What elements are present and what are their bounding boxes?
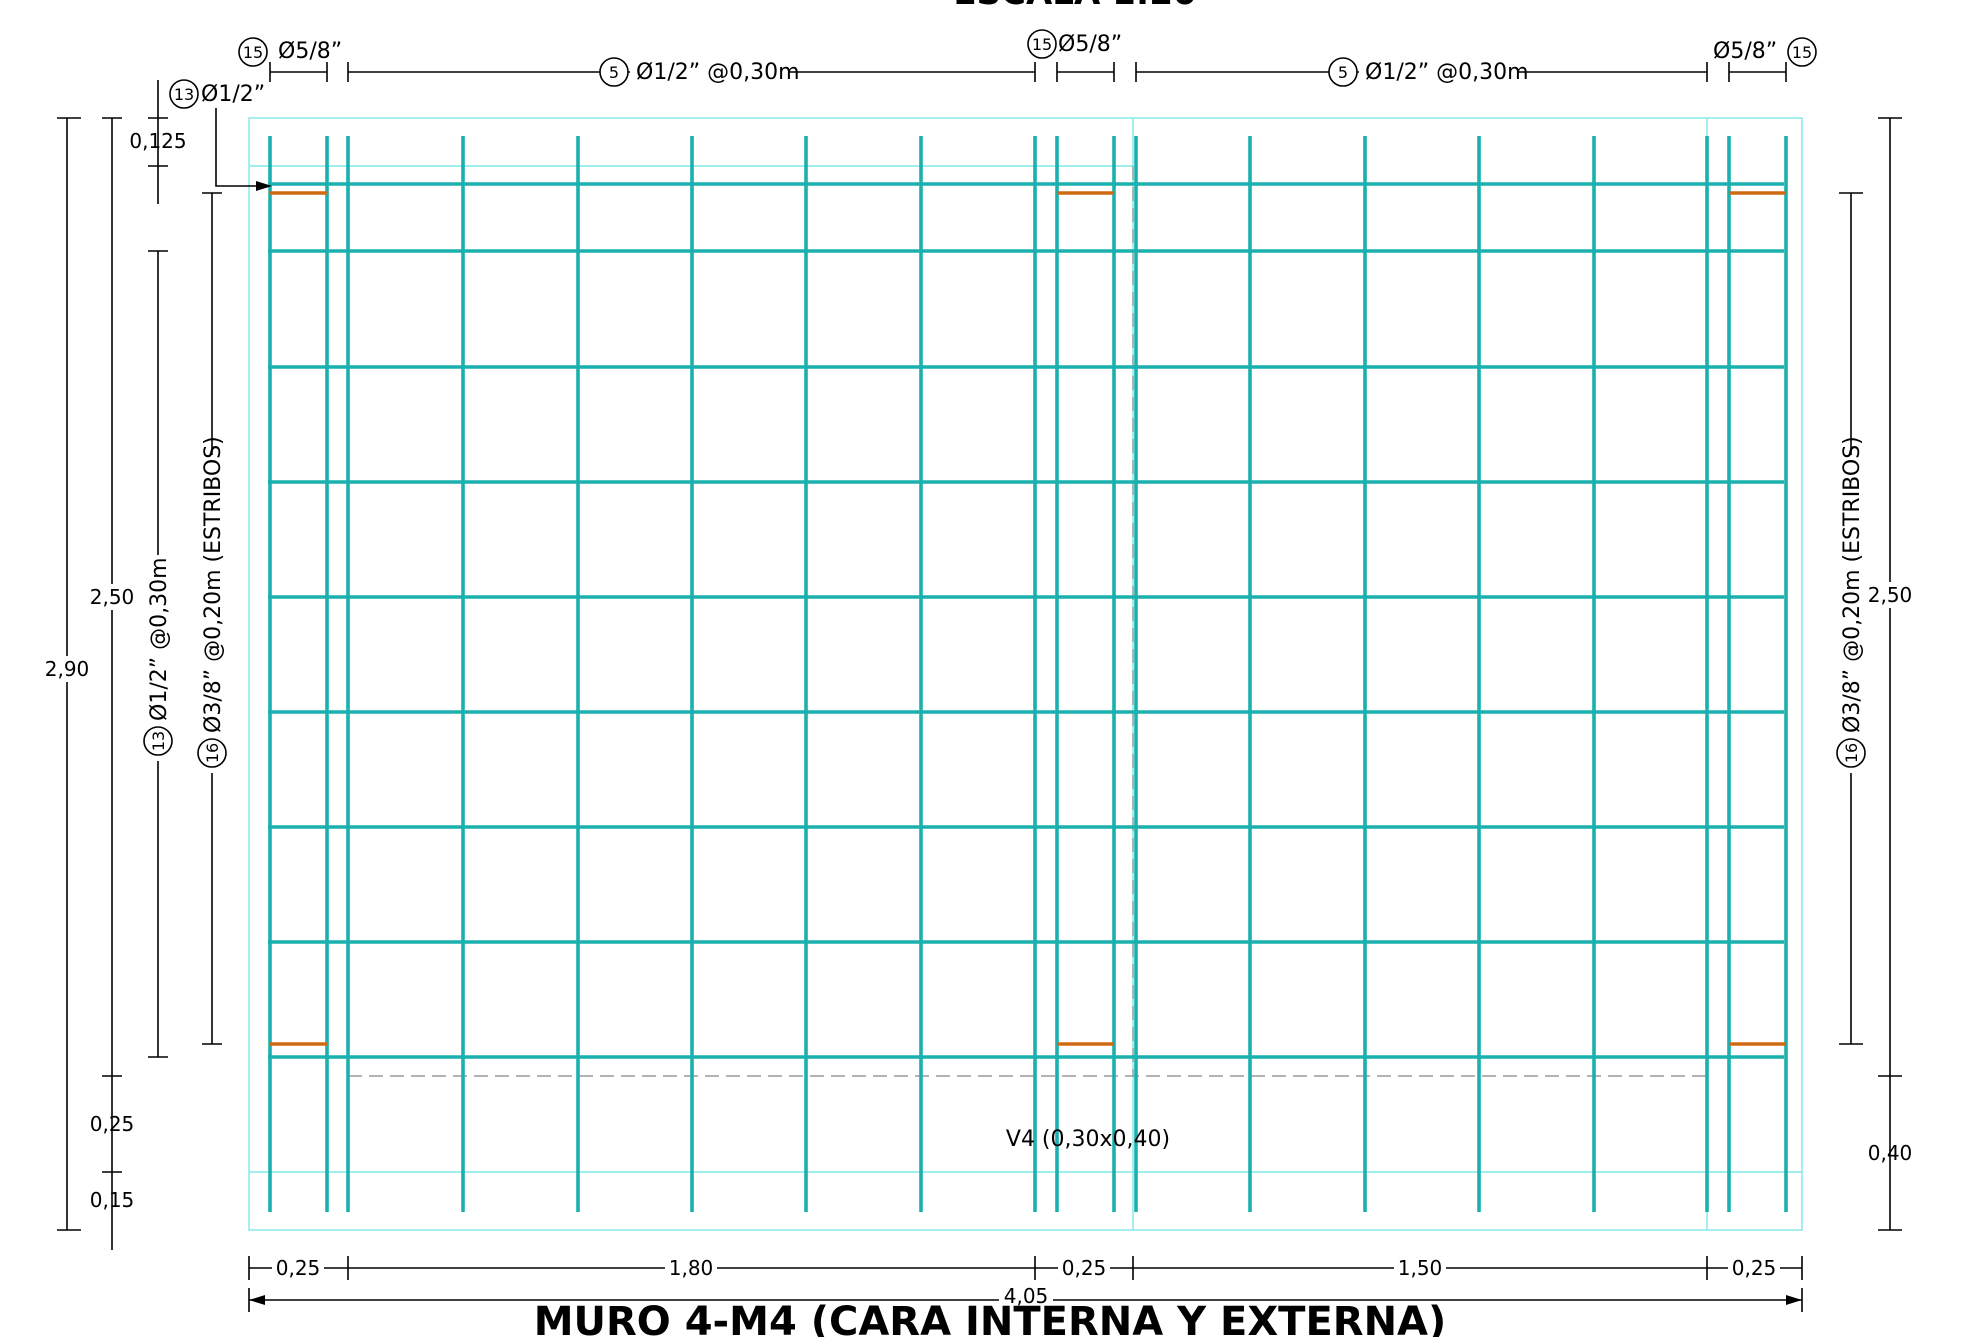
- wall-height-right-value: 2,50: [1868, 583, 1913, 607]
- callout-text: Ø1/2” @0,30m: [147, 557, 172, 721]
- callout-number: 16: [203, 743, 222, 763]
- callout-number: 13: [149, 731, 168, 751]
- element-outline: [248, 117, 1803, 1231]
- callout-number: 13: [174, 85, 194, 104]
- left-dimensions: 2,90 2,50 0,125 0,25 0,15 13 Ø1/2” @0,30…: [40, 80, 228, 1250]
- bottom-dim-1: 0,25: [276, 1256, 321, 1280]
- beam-depth-value: 0,40: [1868, 1141, 1913, 1165]
- drawing-title: MURO 4-M4 (CARA INTERNA Y EXTERNA): [534, 1299, 1447, 1337]
- callout-number: 5: [609, 63, 619, 82]
- bottom-dim-4: 1,50: [1398, 1256, 1443, 1280]
- bottom-dim-5: 0,25: [1732, 1256, 1777, 1280]
- callout-text: Ø1/2” @0,30m: [636, 60, 800, 85]
- callout-text: Ø3/8” @0,20m (ESTRIBOS): [201, 436, 226, 733]
- right-dimensions: 16 Ø3/8” @0,20m (ESTRIBOS) 2,50 0,40: [1835, 117, 1918, 1231]
- bottom-dimensions: 0,25 1,80 0,25 1,50 0,25 4,05: [248, 1256, 1803, 1312]
- top-callouts: 15 Ø5/8” 5 Ø1/2” @0,30m 15 Ø5/8” 5 Ø1/2”…: [238, 29, 1817, 87]
- callout-text: Ø5/8”: [1058, 32, 1122, 57]
- callout-text: Ø1/2”: [201, 82, 265, 107]
- callout-text: Ø1/2” @0,30m: [1365, 60, 1529, 85]
- total-length-value: 4,05: [1004, 1284, 1049, 1308]
- beam-label: V4 (0,30x0,40): [1006, 1127, 1170, 1152]
- callout-text: Ø3/8” @0,20m (ESTRIBOS): [1840, 436, 1865, 733]
- vertical-rebars: [268, 136, 1788, 1212]
- bottom-dim-3: 0,25: [1062, 1256, 1107, 1280]
- callout-number: 5: [1338, 63, 1348, 82]
- wall-height-value: 2,50: [90, 585, 135, 609]
- callout-number: 16: [1842, 743, 1861, 763]
- bottom-dim-2: 1,80: [669, 1256, 714, 1280]
- callout-number: 15: [1032, 35, 1052, 54]
- anchor-callout: 13 Ø1/2”: [169, 79, 272, 191]
- scale-caption: ESCALA 1:20: [953, 0, 1196, 13]
- hidden-lines: [347, 166, 1707, 1077]
- stirrup-hooks: [270, 191, 1786, 1046]
- callout-number: 15: [1792, 43, 1812, 62]
- bottom-b-value: 0,15: [90, 1188, 135, 1212]
- bottom-a-value: 0,25: [90, 1112, 135, 1136]
- callout-text: Ø5/8”: [278, 39, 342, 64]
- callout-text: Ø5/8”: [1713, 39, 1777, 64]
- horizontal-rebars: [268, 182, 1784, 1059]
- top-offset-value: 0,125: [129, 129, 186, 153]
- total-height-value: 2,90: [45, 657, 90, 681]
- callout-number: 15: [243, 43, 263, 62]
